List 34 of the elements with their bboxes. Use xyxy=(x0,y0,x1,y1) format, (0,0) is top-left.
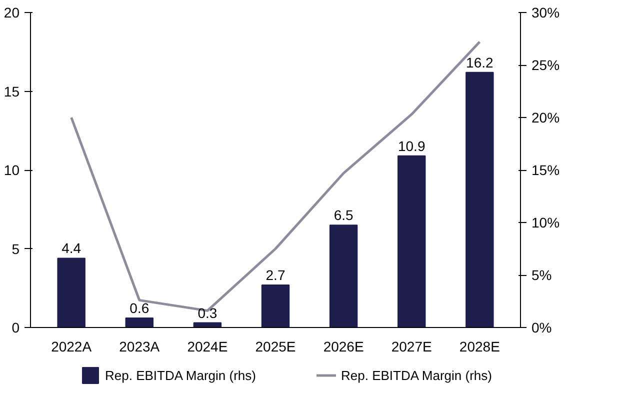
x-tick-label: 2025E xyxy=(255,338,296,354)
data-label: 2.7 xyxy=(266,266,286,283)
x-tick-label: 2024E xyxy=(187,338,228,354)
data-label: 16.2 xyxy=(466,54,494,70)
data-label: 0.6 xyxy=(130,300,150,316)
x-tick-label: 2022A xyxy=(51,338,92,354)
y2-tick-label: 5% xyxy=(532,267,552,283)
y-tick-label: 10 xyxy=(4,162,20,178)
bar xyxy=(466,72,494,328)
x-tick-label: 2023A xyxy=(119,338,160,354)
bar xyxy=(261,284,290,328)
bar xyxy=(125,318,154,328)
bar xyxy=(329,224,358,328)
y-tick-label: 15 xyxy=(4,83,20,100)
y2-tick-label: 25% xyxy=(532,57,560,73)
data-label: 0.3 xyxy=(198,304,218,321)
bar xyxy=(398,155,426,328)
y2-tick-label: 0% xyxy=(532,320,552,336)
legend-label: Rep. EBITDA Margin (rhs) xyxy=(105,368,256,382)
data-label: 4.4 xyxy=(62,240,82,256)
y2-tick-label: 15% xyxy=(532,162,560,178)
y-tick-label: 20 xyxy=(4,4,20,20)
legend-label: Rep. EBITDA Margin (rhs) xyxy=(341,368,492,382)
data-label: 6.5 xyxy=(334,207,354,224)
data-label: 10.9 xyxy=(398,138,426,154)
y2-tick-label: 10% xyxy=(532,214,560,230)
y-tick-label: 5 xyxy=(12,240,20,257)
x-tick-label: 2028E xyxy=(459,338,500,354)
y2-tick-label: 20% xyxy=(532,110,560,126)
bar xyxy=(57,258,86,328)
x-tick-label: 2027E xyxy=(391,338,432,354)
x-tick-label: 2026E xyxy=(323,338,364,354)
y-tick-label: 0 xyxy=(12,320,20,336)
y2-tick-label: 30% xyxy=(532,4,560,20)
